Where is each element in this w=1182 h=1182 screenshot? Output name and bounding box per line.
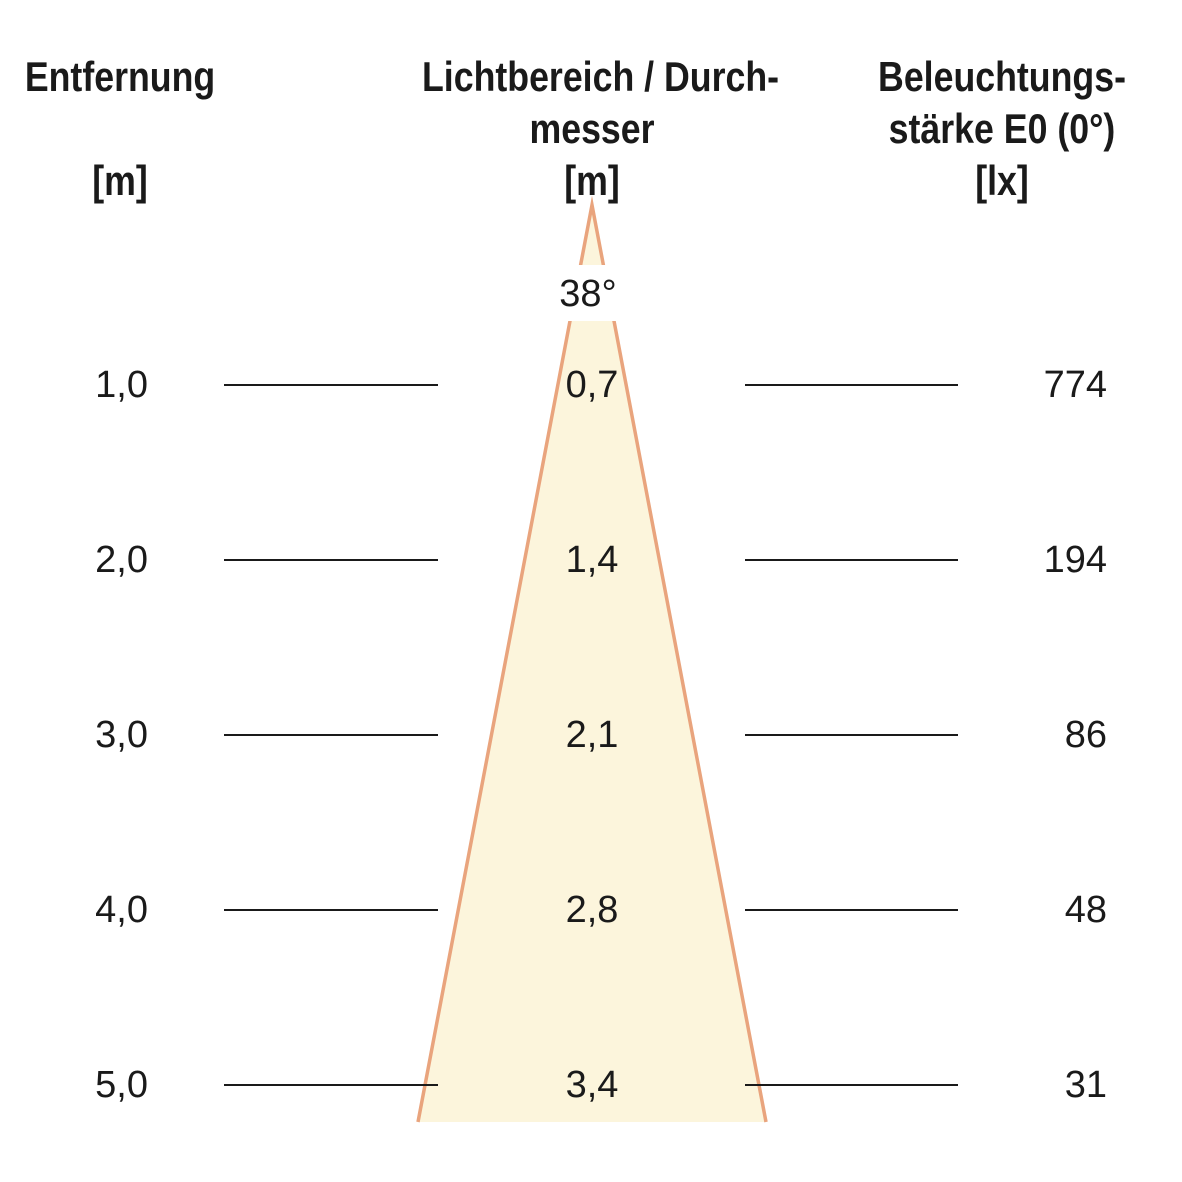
illuminance-value: 194 xyxy=(1043,539,1107,581)
beam-angle-label: 38° xyxy=(559,273,617,315)
header-line xyxy=(18,103,222,155)
header-unit: [m] xyxy=(92,157,148,204)
illuminance-value: 86 xyxy=(1064,714,1107,756)
column-header-illuminance: Beleuchtungs- stärke E0 (0°) [lx] xyxy=(875,51,1130,207)
diameter-value: 0,7 xyxy=(565,364,619,406)
diameter-value: 3,4 xyxy=(565,1064,619,1106)
left-reference-line xyxy=(224,909,438,911)
header-unit: [m] xyxy=(564,157,620,204)
diameter-value: 2,1 xyxy=(565,714,619,756)
column-header-distance: Entfernung [m] xyxy=(18,51,222,207)
header-line: Lichtbereich / Durch- xyxy=(422,53,780,100)
distance-value: 1,0 xyxy=(95,364,148,406)
angle-label-mask xyxy=(500,265,685,321)
header-line: stärke E0 (0°) xyxy=(888,105,1116,152)
distance-value: 3,0 xyxy=(95,714,148,756)
diameter-value: 2,8 xyxy=(565,889,619,931)
right-reference-line xyxy=(745,1084,958,1086)
header-unit: [lx] xyxy=(975,157,1029,204)
right-reference-line xyxy=(745,559,958,561)
illuminance-value: 48 xyxy=(1064,889,1107,931)
left-reference-line xyxy=(224,384,438,386)
header-line: messer xyxy=(529,105,655,152)
left-reference-line xyxy=(224,1084,438,1086)
left-reference-line xyxy=(224,734,438,736)
distance-value: 2,0 xyxy=(95,539,148,581)
header-line: Beleuchtungs- xyxy=(878,53,1126,100)
header-line: Entfernung xyxy=(24,53,216,100)
distance-value: 5,0 xyxy=(95,1064,148,1106)
beam-cone-shape xyxy=(416,195,768,1123)
column-header-diameter: Lichtbereich / Durch- messer [m] xyxy=(422,51,780,207)
left-reference-line xyxy=(224,559,438,561)
right-reference-line xyxy=(745,384,958,386)
illuminance-value: 31 xyxy=(1064,1064,1107,1106)
diameter-value: 1,4 xyxy=(565,539,619,581)
right-reference-line xyxy=(745,909,958,911)
illuminance-value: 774 xyxy=(1043,364,1107,406)
distance-value: 4,0 xyxy=(95,889,148,931)
right-reference-line xyxy=(745,734,958,736)
